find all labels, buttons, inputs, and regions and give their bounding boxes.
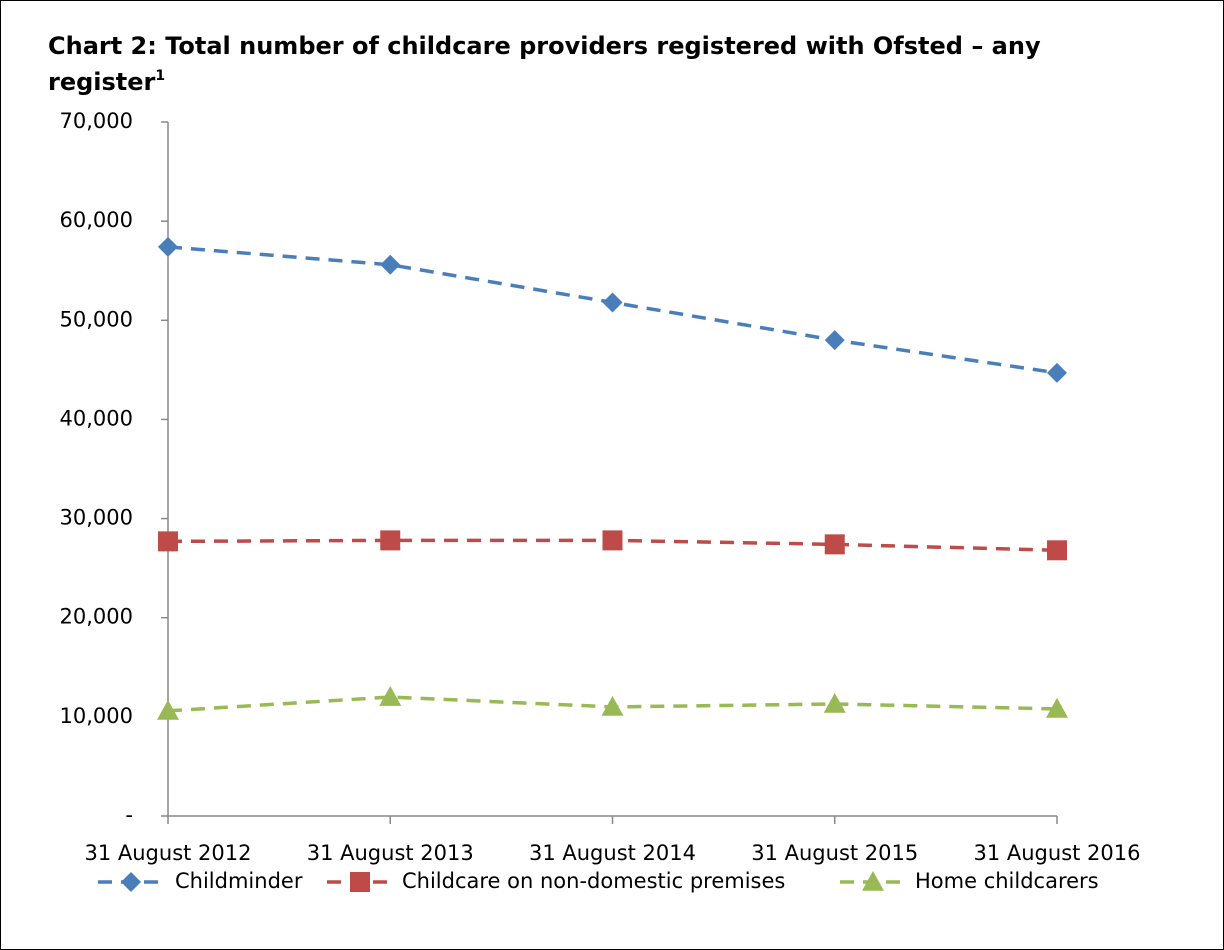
x-tick-label: 31 August 2012 [84,841,251,865]
data-point [379,686,402,706]
data-point [1046,697,1068,718]
data-point [158,236,178,257]
legend-label: Home childcarers [915,869,1099,893]
legend-marker [121,872,141,892]
legend-marker [350,872,370,892]
x-tick-label: 31 August 2013 [307,841,474,865]
data-point [380,254,401,275]
y-tick-label: 60,000 [60,208,133,232]
footnote-marker: 1 [155,68,166,84]
legend-label: Childcare on non-domestic premises [402,869,785,893]
data-point [824,534,845,555]
data-point [157,699,179,720]
y-tick-label: - [125,803,133,827]
y-tick-label: 70,000 [60,109,133,133]
data-point [601,695,624,716]
y-tick-label: 50,000 [60,307,133,331]
data-point [1047,362,1067,383]
data-point [1047,540,1067,561]
x-tick-label: 31 August 2014 [529,841,696,865]
y-tick-label: 10,000 [60,704,133,728]
data-point [158,531,178,552]
data-point [380,530,401,551]
chart-title-block: Chart 2: Total number of childcare provi… [48,28,1158,100]
y-tick-label: 40,000 [60,406,133,430]
x-tick-label: 31 August 2015 [751,841,918,865]
data-point [823,692,846,713]
y-tick-label: 30,000 [60,506,133,530]
chart-title: Chart 2: Total number of childcare provi… [48,32,1041,96]
y-tick-label: 20,000 [60,605,133,629]
legend-marker [862,871,884,891]
data-point [602,530,623,551]
x-tick-label: 31 August 2016 [973,841,1140,865]
data-point [602,292,623,313]
legend-label: Childminder [175,869,303,893]
data-point [824,330,845,351]
